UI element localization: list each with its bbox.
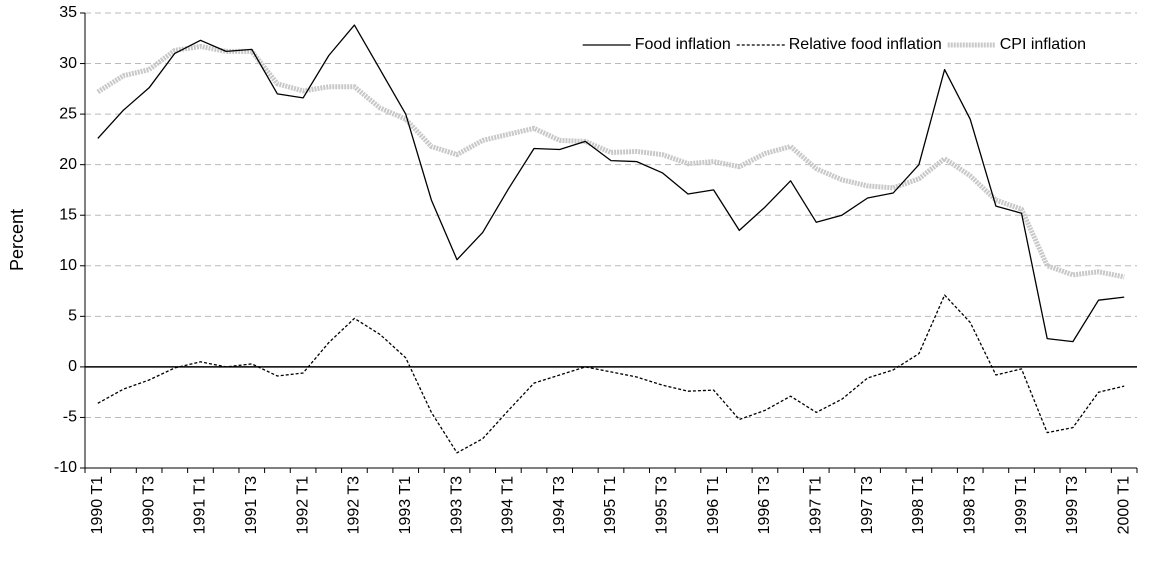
y-tick-label: 10 (59, 257, 77, 274)
x-tick-label: 1996 T3 (756, 476, 773, 535)
x-tick-label: 1999 T1 (1013, 476, 1030, 535)
y-tick-label: 0 (68, 358, 77, 375)
y-tick-label: 30 (59, 55, 77, 72)
series-line (97, 24, 1125, 343)
legend-label: CPI inflation (1000, 36, 1086, 53)
y-tick-label: 25 (59, 105, 77, 122)
y-tick-label: 15 (59, 206, 77, 223)
x-tick-label: 1990 T3 (140, 476, 157, 535)
x-tick-label: 1994 T1 (500, 476, 517, 535)
x-tick-label: 1999 T3 (1064, 476, 1081, 535)
x-tick-label: 1997 T1 (807, 476, 824, 535)
y-tick-label: 20 (59, 156, 77, 173)
x-tick-label: 1992 T1 (294, 476, 311, 535)
y-tick-label: -10 (54, 459, 77, 476)
y-axis-label: Percent (7, 209, 27, 271)
series-line (97, 294, 1125, 454)
y-tick-label: -5 (63, 409, 77, 426)
x-tick-label: 1990 T1 (89, 476, 106, 535)
x-tick-label: 1993 T3 (448, 476, 465, 535)
x-tick-label: 2000 T1 (1115, 476, 1132, 535)
y-tick-label: 35 (59, 4, 77, 21)
x-tick-label: 1996 T1 (705, 476, 722, 535)
x-tick-label: 1995 T1 (602, 476, 619, 535)
x-tick-label: 1991 T3 (243, 476, 260, 535)
x-tick-label: 1993 T1 (397, 476, 414, 535)
legend-label: Food inflation (635, 36, 731, 53)
x-tick-label: 1997 T3 (859, 476, 876, 535)
legend: Food inflation Relative food inflation CPI… (582, 36, 1086, 53)
y-tick-label: 5 (68, 308, 77, 325)
x-tick-label: 1992 T3 (346, 476, 363, 535)
x-tick-label: 1994 T3 (551, 476, 568, 535)
x-tick-label: 1995 T3 (654, 476, 671, 535)
series-line (96, 43, 1125, 280)
x-tick-label: 1998 T1 (910, 476, 927, 535)
x-tick-label: 1991 T1 (192, 476, 209, 535)
legend-label: Relative food inflation (789, 36, 942, 53)
x-tick-label: 1998 T3 (961, 476, 978, 535)
